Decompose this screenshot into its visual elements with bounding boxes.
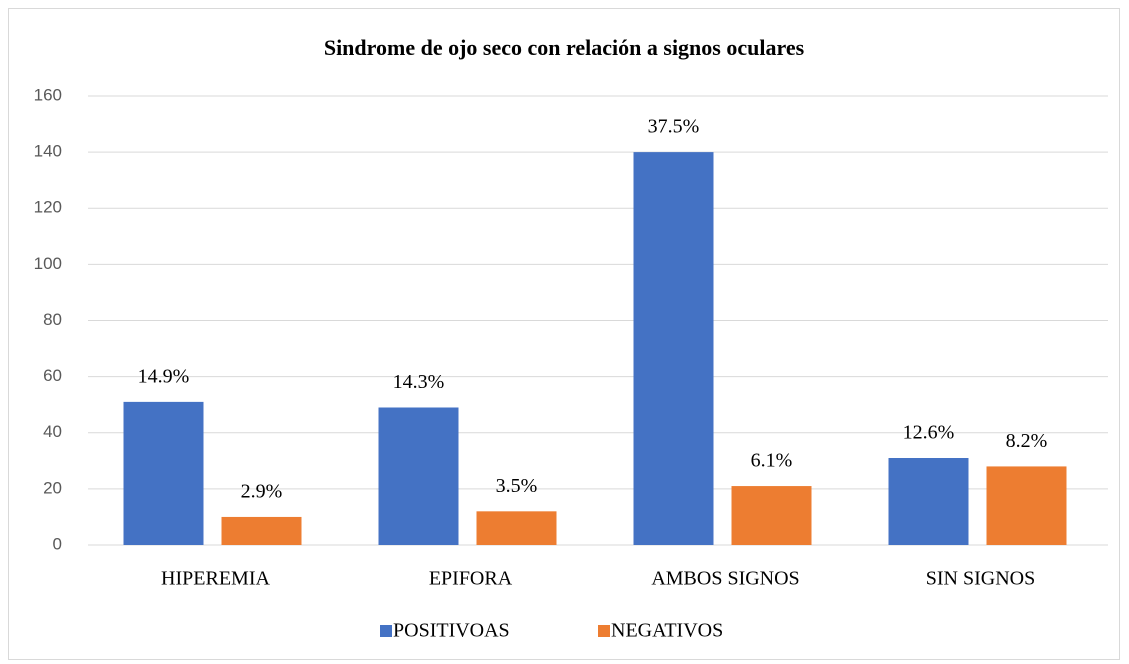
legend-swatch xyxy=(380,625,392,637)
data-label: 8.2% xyxy=(1006,430,1048,452)
bar xyxy=(986,466,1067,545)
legend-label: NEGATIVOS xyxy=(611,620,723,642)
bar xyxy=(123,401,204,545)
data-label: 37.5% xyxy=(648,116,700,138)
bar xyxy=(633,152,714,545)
y-tick-label: 40 xyxy=(43,422,62,441)
y-tick-label: 0 xyxy=(53,534,62,553)
y-tick-label: 60 xyxy=(43,366,62,385)
chart-title: Sindrome de ojo seco con relación a sign… xyxy=(324,35,805,60)
y-tick-label: 80 xyxy=(43,310,62,329)
y-tick-label: 160 xyxy=(34,85,62,104)
data-label: 2.9% xyxy=(241,481,283,503)
data-label: 14.9% xyxy=(138,365,190,387)
x-tick-label: EPIFORA xyxy=(429,568,513,590)
bar xyxy=(476,511,557,545)
data-label: 6.1% xyxy=(751,450,793,472)
x-tick-label: AMBOS SIGNOS xyxy=(651,568,799,590)
data-label: 12.6% xyxy=(903,422,955,444)
legend-label: POSITIVOAS xyxy=(393,620,510,642)
chart-border xyxy=(8,8,1120,660)
x-tick-label: SIN SIGNOS xyxy=(926,568,1035,590)
bar xyxy=(888,458,969,545)
x-tick-label: HIPEREMIA xyxy=(161,568,270,590)
y-tick-label: 100 xyxy=(34,254,62,273)
y-tick-label: 20 xyxy=(43,478,62,497)
legend-swatch xyxy=(598,625,610,637)
bar xyxy=(221,516,302,545)
y-tick-label: 140 xyxy=(34,142,62,161)
y-tick-label: 120 xyxy=(34,198,62,217)
data-label: 3.5% xyxy=(496,475,538,497)
bar xyxy=(731,486,812,545)
bar xyxy=(378,407,459,545)
data-label: 14.3% xyxy=(393,371,445,393)
